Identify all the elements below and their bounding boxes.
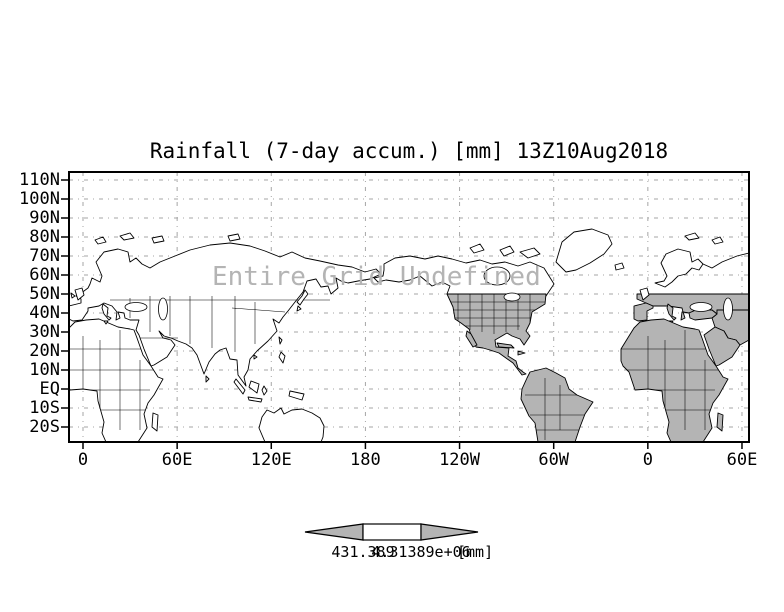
caspian-sea-right [723,297,733,321]
world-map [69,228,749,442]
colorbar-units-label: [mm] [457,543,494,561]
asia-islands [205,289,309,403]
y-tick-label: EQ [39,379,60,399]
caribbean-islands [496,342,526,356]
arctic-coast-right [702,252,749,269]
british-isles [70,287,85,301]
y-tick-label: 70N [29,246,60,266]
landmass-europe-right-gray [633,293,749,367]
iberia-right [633,302,654,322]
madagascar-right [716,412,724,432]
colorbar-left-value: 431.389 [331,543,395,561]
landmass-africa-left [69,318,164,442]
country-borders-africa-left [69,330,160,430]
landmass-canada-alaska [373,243,555,297]
british-isles-right [639,287,650,301]
plot-frame [68,171,750,443]
greece-right [680,311,686,321]
y-tick-label: 10S [29,398,60,418]
madagascar-left [151,412,159,432]
y-tick-label: 100N [19,189,60,209]
colorbar [304,523,479,541]
y-tick-label: 90N [29,208,60,228]
caspian-sea [158,297,168,321]
y-tick-label: 20S [29,417,60,437]
baja-california [465,330,478,348]
x-tick-label: 120W [439,450,481,470]
plot-title: Rainfall (7-day accum.) [mm] 13Z10Aug201… [149,139,669,163]
us-state-borders [450,294,545,334]
colorbar-right-arrow [420,523,479,541]
x-tick-label: 60E [161,450,193,470]
arabia-right [703,326,741,367]
colorbar-left-arrow [304,523,364,541]
landmass-australia [258,407,325,442]
colorbar-right-value: 4.31389e+06 [371,543,471,561]
y-tick-label: 10N [29,360,60,380]
greenland [555,228,613,273]
y-tick-label: 20N [29,341,60,361]
x-tick-label: 0 [642,450,653,470]
black-sea [124,302,148,312]
x-tick-label: 180 [350,450,381,470]
landmass-africa-right-gray [620,318,729,442]
arctic-islands-right [684,232,724,245]
iceland [614,262,625,271]
landmass-scandinavia-right [639,232,749,301]
y-tick-label: 110N [19,170,60,190]
y-tick-label: 80N [29,227,60,247]
y-tick-label: 60N [29,265,60,285]
landmass-usa-mexico [446,292,547,376]
colorbar-mid-box [362,523,422,541]
x-tick-label: 120E [250,450,292,470]
x-tick-label: 60E [726,450,758,470]
arctic-islands [94,232,241,245]
black-sea-right [689,302,713,312]
entire-grid-undefined-watermark: Entire Grid Undefined [212,262,541,292]
y-axis-tick-marks [61,179,69,428]
country-borders-south-america [525,378,590,440]
canadian-arctic-islands [469,243,541,259]
great-lakes [503,292,521,302]
landmass-south-america [520,367,594,442]
italy-left [101,303,112,325]
y-tick-label: 40N [29,303,60,323]
x-tick-label: 60W [538,450,570,470]
hudson-bay [483,266,511,286]
country-borders-africa-right [621,330,725,430]
landmass-eurasia [69,242,382,387]
x-axis-tick-marks [82,442,743,449]
x-tick-label: 0 [77,450,89,470]
y-tick-label: 30N [29,322,60,342]
y-tick-label: 50N [29,284,60,304]
